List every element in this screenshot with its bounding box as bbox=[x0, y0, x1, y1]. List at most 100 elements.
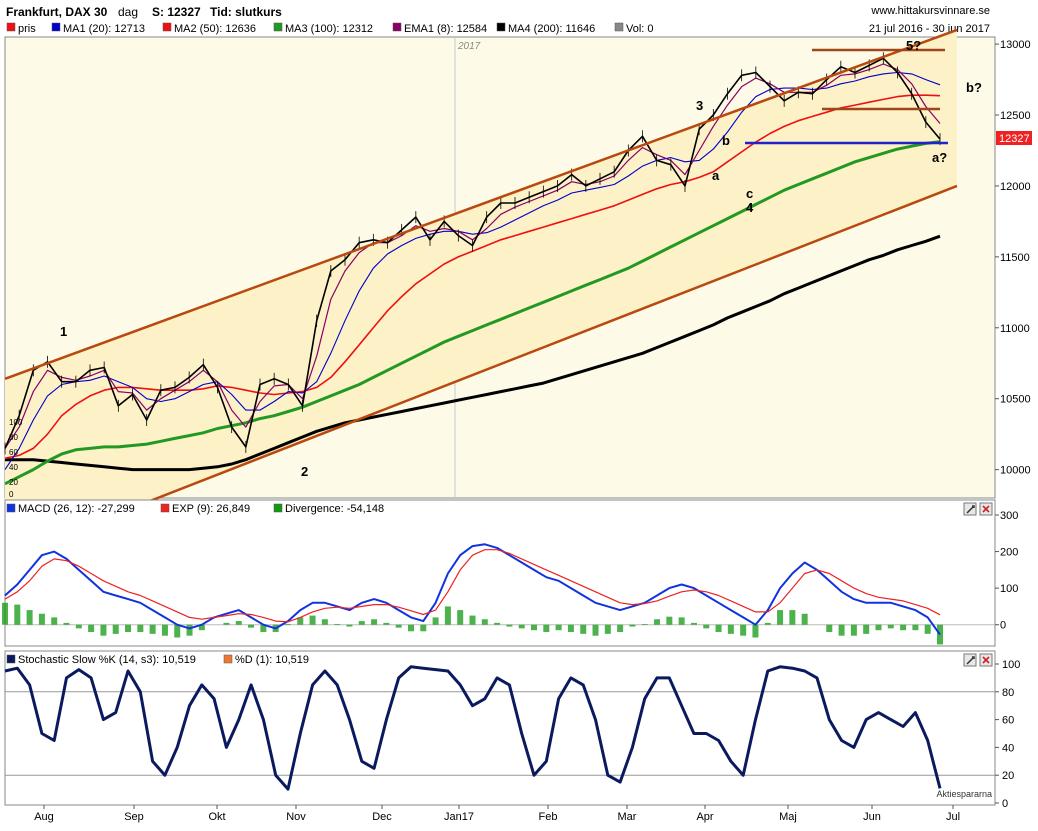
stoch-plot bbox=[4, 665, 995, 791]
legend-swatch-ma50 bbox=[162, 22, 172, 32]
price-legend: pris MA1 (20): 12713 MA2 (50): 12636 MA3… bbox=[6, 22, 654, 35]
x-axis-label: Aug bbox=[34, 811, 54, 823]
channel-lower-line bbox=[4, 184, 958, 559]
date-range: 21 jul 2016 - 30 jun 2017 bbox=[869, 23, 990, 35]
macd-panel bbox=[4, 499, 996, 647]
legend-swatch-ma200 bbox=[496, 22, 506, 32]
wave-label-a-question: a? bbox=[932, 150, 947, 165]
year-label: 2017 bbox=[457, 41, 481, 52]
legend-swatch-vol bbox=[614, 22, 624, 32]
stoch-scale-40: 40 bbox=[9, 463, 18, 472]
wave-label-3: 3 bbox=[696, 98, 703, 113]
stoch-legend-swatch-d bbox=[223, 654, 233, 664]
legend-label-price: pris bbox=[18, 23, 36, 35]
stoch-legend-swatch-k bbox=[6, 654, 16, 664]
watermark: Aktiespararna bbox=[936, 789, 992, 799]
macd-plot bbox=[2, 543, 995, 645]
x-axis-label: Jul bbox=[946, 811, 960, 823]
trend-channel-fill bbox=[5, 29, 957, 558]
x-axis-label: Okt bbox=[208, 811, 225, 823]
macd-panel-buttons bbox=[963, 502, 993, 516]
stoch-axis-label: 100 bbox=[1002, 659, 1020, 671]
legend-label-vol: Vol: 0 bbox=[626, 23, 654, 35]
price-axis-label: 12000 bbox=[1000, 181, 1031, 193]
x-axis-label: Jan17 bbox=[444, 811, 474, 823]
macd-axis-label: 300 bbox=[1000, 510, 1018, 522]
wave-label-b-question: b? bbox=[966, 80, 982, 95]
macd-axis: 0 100 200 300 bbox=[995, 510, 1018, 632]
chart-title: Frankfurt, DAX 30 bbox=[6, 5, 108, 19]
stoch-legend-d: %D (1): 10,519 bbox=[235, 654, 309, 666]
stoch-scale-left: 100 80 60 40 20 0 bbox=[9, 418, 23, 499]
x-axis-label: Jun bbox=[863, 811, 881, 823]
series-line-ma200 bbox=[5, 234, 941, 472]
legend-label-ma100: MA3 (100): 12312 bbox=[285, 23, 373, 35]
macd-axis-label: 200 bbox=[1000, 547, 1018, 559]
wave-label-c: c bbox=[746, 186, 753, 201]
wave-label-2: 2 bbox=[301, 464, 308, 479]
channel-upper-line bbox=[4, 28, 958, 381]
legend-swatch-ema8 bbox=[392, 22, 402, 32]
macd-axis-label: 0 bbox=[1000, 620, 1006, 632]
price-axis-label: 11500 bbox=[1000, 252, 1030, 264]
legend-label-ma50: MA2 (50): 12636 bbox=[174, 23, 256, 35]
legend-label-ema8: EMA1 (8): 12584 bbox=[404, 23, 487, 35]
series-line-macd bbox=[4, 543, 941, 636]
legend-label-ma200: MA4 (200): 11646 bbox=[508, 23, 595, 35]
macd-legend-exp: EXP (9): 26,849 bbox=[172, 503, 250, 515]
price-axis: 10000 10500 11000 11500 12000 12500 13000 bbox=[995, 39, 1031, 477]
stoch-scale-60: 60 bbox=[9, 448, 18, 457]
wave-annotations: 1 2 3 4 a b c 5? a? b? bbox=[60, 38, 982, 479]
series-line-exp bbox=[4, 549, 941, 623]
macd-legend-div: Divergence: -54,148 bbox=[285, 503, 384, 515]
price-axis-label: 11000 bbox=[1000, 323, 1030, 335]
price-axis-label: 12500 bbox=[1000, 110, 1031, 122]
stoch-axis-label: 20 bbox=[1002, 770, 1014, 782]
x-axis-label: Maj bbox=[779, 811, 797, 823]
site-url[interactable]: www.hittakursvinnare.se bbox=[870, 5, 990, 17]
legend-swatch-ma100 bbox=[273, 22, 283, 32]
x-axis-label: Dec bbox=[372, 811, 392, 823]
wave-label-a: a bbox=[712, 168, 720, 183]
chart-last-value: S: 12327 bbox=[152, 5, 201, 19]
stoch-axis-label: 80 bbox=[1002, 687, 1014, 699]
wrench-icon bbox=[966, 656, 975, 665]
close-icon bbox=[982, 656, 990, 664]
x-axis-label: Apr bbox=[696, 811, 713, 823]
price-badge: 12327 bbox=[996, 131, 1032, 145]
macd-legend-swatch-exp bbox=[160, 503, 170, 513]
wrench-icon bbox=[966, 505, 975, 514]
stoch-scale-100: 100 bbox=[9, 418, 23, 427]
stoch-axis-label: 40 bbox=[1002, 742, 1014, 754]
macd-legend-swatch-div bbox=[273, 503, 283, 513]
x-axis-label: Sep bbox=[124, 811, 144, 823]
price-badge-text: 12327 bbox=[999, 133, 1030, 145]
close-icon bbox=[982, 505, 990, 513]
stoch-panel-buttons bbox=[963, 653, 993, 667]
stoch-axis-label: 60 bbox=[1002, 715, 1014, 727]
price-badge-box bbox=[996, 131, 1032, 145]
stoch-scale-20: 20 bbox=[9, 478, 18, 487]
macd-legend-macd: MACD (26, 12): -27,299 bbox=[18, 503, 135, 515]
wave-label-4: 4 bbox=[746, 200, 754, 215]
legend-label-ma20: MA1 (20): 12713 bbox=[63, 23, 145, 35]
wave-label-1: 1 bbox=[60, 324, 67, 339]
price-axis-label: 10000 bbox=[1000, 465, 1031, 477]
x-axis-label: Nov bbox=[286, 811, 306, 823]
stoch-scale-0: 0 bbox=[9, 490, 14, 499]
price-axis-label: 13000 bbox=[1000, 39, 1031, 51]
chart-price-type: Tid: slutkurs bbox=[210, 5, 282, 19]
series-line-ma100 bbox=[4, 140, 941, 486]
macd-axis-label: 100 bbox=[1000, 583, 1018, 595]
macd-legend-swatch-macd bbox=[6, 503, 16, 513]
legend-swatch-price bbox=[6, 22, 16, 32]
stoch-axis: 0 20 40 60 80 100 bbox=[995, 659, 1020, 810]
price-axis-label: 10500 bbox=[1000, 394, 1031, 406]
x-axis: Aug Sep Okt Nov Dec Jan17 Feb Mar Apr Maj Jun Jul bbox=[34, 805, 960, 823]
wave-label-5: 5? bbox=[906, 38, 921, 53]
stoch-panel bbox=[4, 650, 996, 806]
wave-label-b: b bbox=[722, 133, 730, 148]
x-axis-label: Feb bbox=[539, 811, 558, 823]
